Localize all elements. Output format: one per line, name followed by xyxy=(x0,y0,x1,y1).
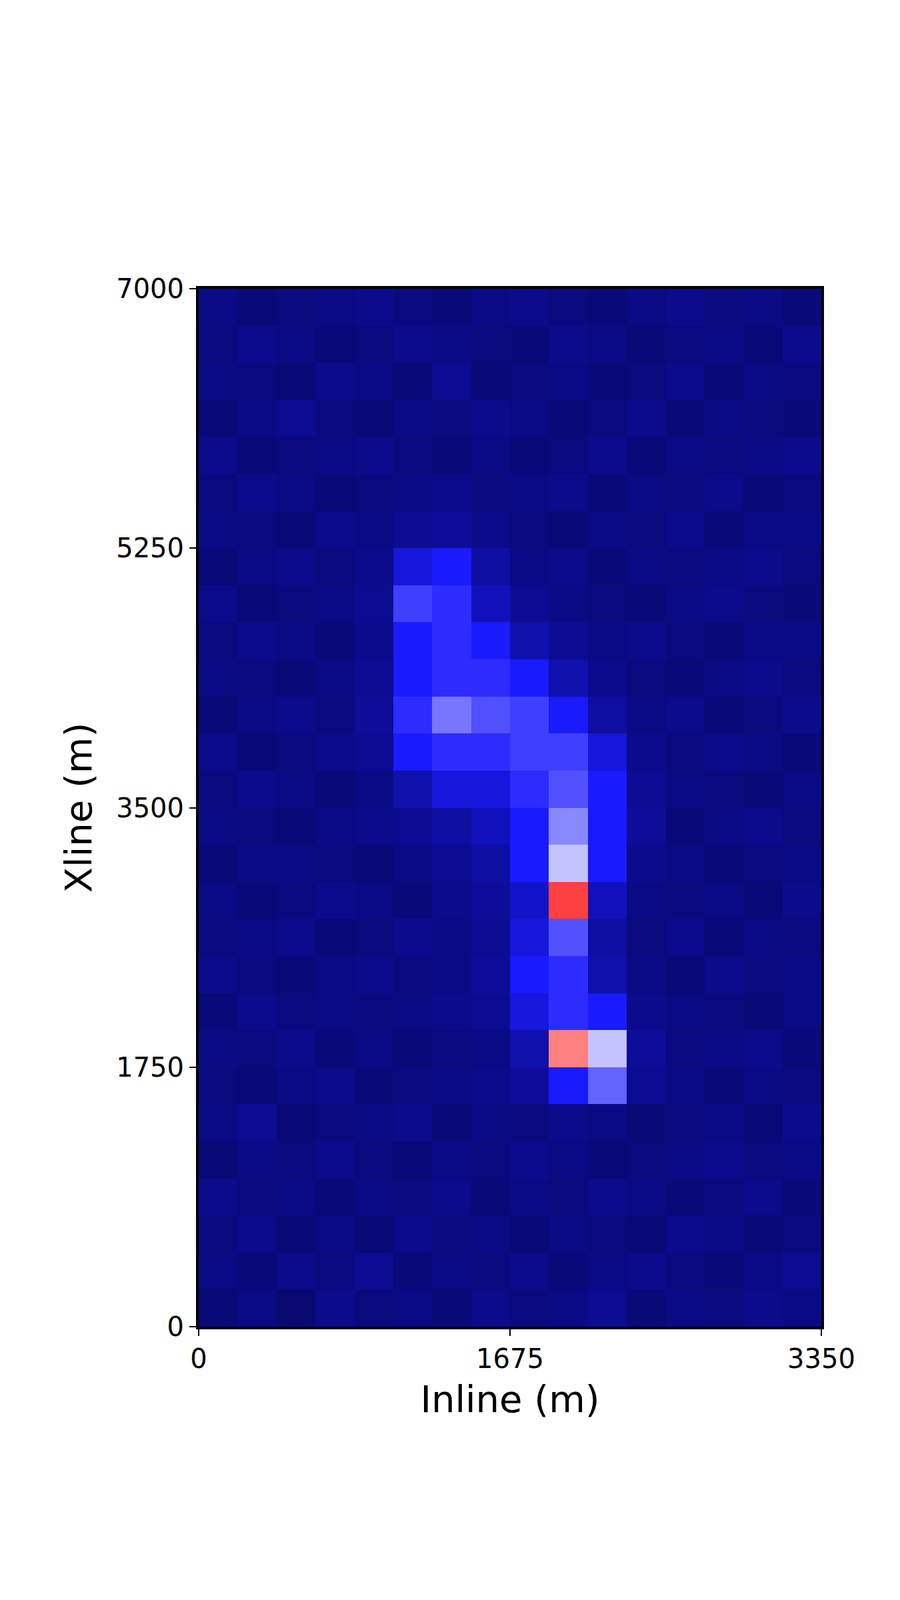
svg-text:7000: 7000 xyxy=(116,273,184,304)
svg-text:Inline (m): Inline (m) xyxy=(420,1377,600,1421)
svg-text:0: 0 xyxy=(190,1343,207,1374)
svg-text:5250: 5250 xyxy=(116,532,184,564)
svg-text:3500: 3500 xyxy=(116,792,184,824)
svg-text:1750: 1750 xyxy=(116,1052,184,1083)
svg-text:1675: 1675 xyxy=(476,1343,544,1374)
svg-text:Xline (m): Xline (m) xyxy=(56,722,100,893)
svg-text:3350: 3350 xyxy=(787,1343,856,1374)
svg-text:0: 0 xyxy=(167,1311,184,1342)
